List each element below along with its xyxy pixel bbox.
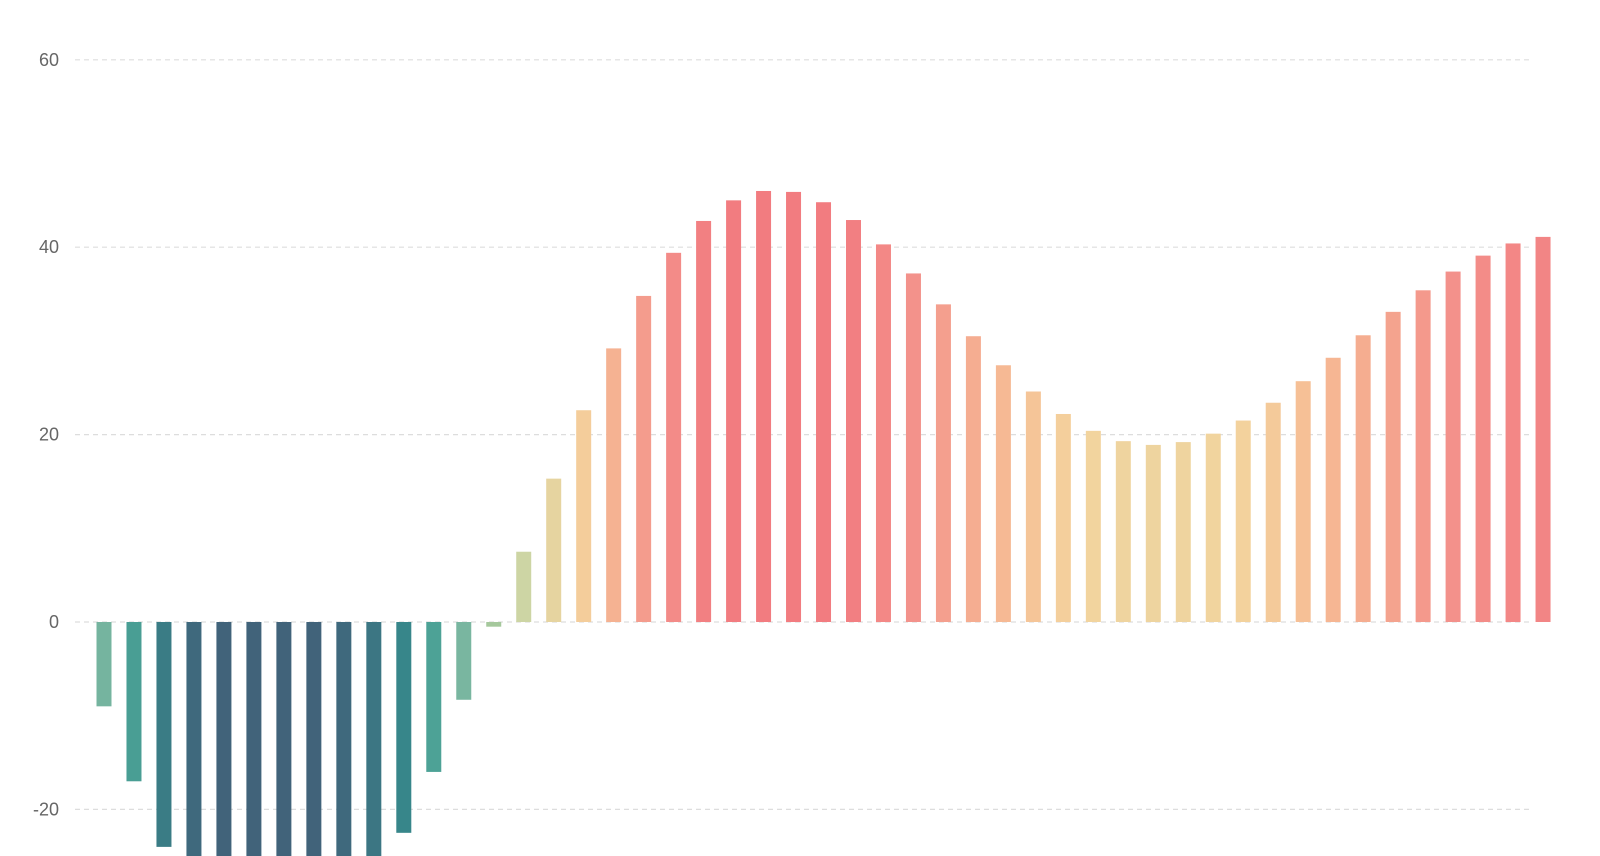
bar-37: [1175, 442, 1191, 622]
bar-26: [846, 220, 861, 623]
bar-17: [576, 410, 592, 622]
bar-46: [1445, 271, 1461, 622]
grid-layer: [75, 59, 1533, 811]
bar-27: [875, 244, 891, 622]
bar-12: [426, 622, 442, 772]
bar-36: [1145, 444, 1161, 622]
bar-25: [816, 202, 832, 622]
bar-7: [276, 622, 292, 856]
bar-1: [96, 622, 112, 707]
bar-33: [1055, 413, 1071, 622]
bar-5: [216, 622, 232, 856]
bar-38: [1205, 433, 1221, 622]
bar-42: [1325, 357, 1341, 622]
bar-3: [156, 622, 172, 847]
bars-layer: [96, 190, 1551, 856]
bar-32: [1025, 391, 1041, 622]
bar-16: [546, 478, 562, 622]
y-tick-label: -20: [33, 799, 59, 819]
bar-48: [1505, 243, 1521, 622]
bar-6: [246, 622, 262, 856]
bar-47: [1475, 255, 1491, 622]
bar-43: [1355, 335, 1371, 622]
bar-44: [1385, 311, 1401, 622]
bar-49: [1535, 236, 1551, 622]
y-axis-labels: 60 40 20 0 -20: [33, 50, 59, 820]
bar-15: [516, 551, 532, 622]
bar-29: [935, 304, 951, 622]
bar-39: [1235, 420, 1251, 622]
bar-11: [396, 622, 412, 833]
y-tick-label: 60: [39, 50, 59, 70]
bar-24: [786, 191, 802, 623]
bar-41: [1295, 381, 1311, 622]
bar-45: [1415, 290, 1431, 622]
bar-9: [336, 622, 352, 856]
bar-18: [606, 348, 622, 622]
bar-8: [306, 622, 322, 856]
bar-35: [1115, 441, 1131, 622]
bar-30: [965, 336, 981, 622]
bar-20: [666, 252, 682, 622]
bar-13: [456, 622, 472, 700]
bar-14: [486, 622, 502, 627]
bar-22: [726, 200, 742, 622]
bar-4: [186, 622, 202, 856]
bar-28: [905, 273, 921, 622]
bar-31: [995, 365, 1011, 622]
y-tick-label: 0: [49, 612, 59, 632]
y-tick-label: 20: [39, 425, 59, 445]
bar-23: [756, 190, 772, 623]
bar-2: [126, 622, 142, 782]
y-tick-label: 40: [39, 237, 59, 257]
bar-34: [1085, 430, 1101, 622]
bar-40: [1265, 402, 1281, 622]
bar-21: [696, 220, 712, 623]
bar-10: [366, 622, 382, 856]
bar-19: [636, 295, 652, 622]
